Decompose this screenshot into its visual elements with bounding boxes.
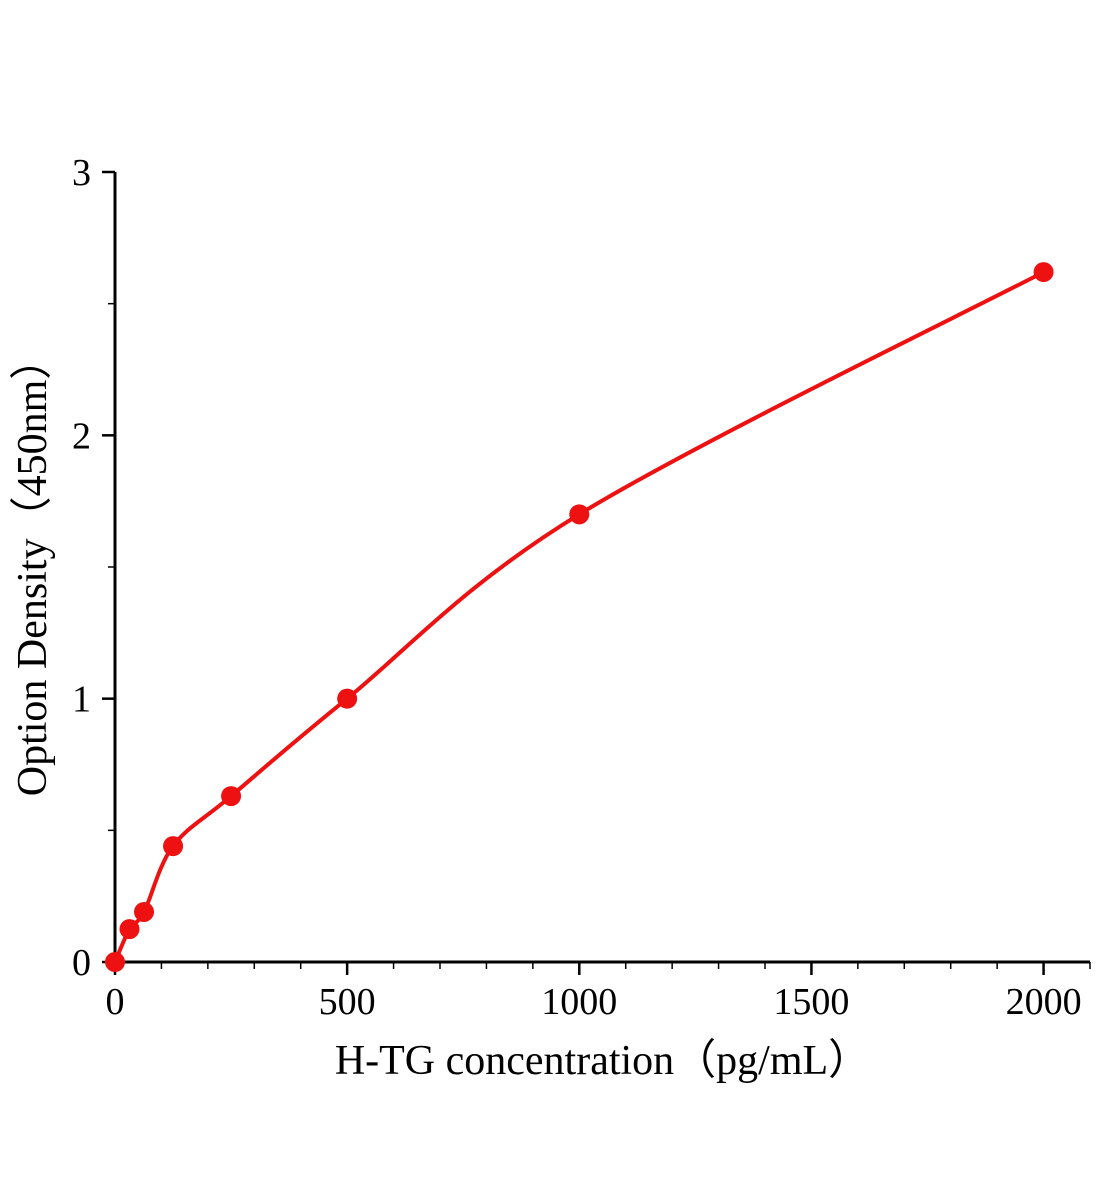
data-point (163, 836, 184, 857)
data-point (134, 901, 155, 922)
data-point (119, 919, 140, 940)
data-point (1033, 262, 1054, 283)
data-point (337, 688, 358, 709)
data-point (221, 786, 242, 807)
x-tick-label: 1000 (541, 981, 617, 1023)
y-axis-label: Option Density（450nm） (10, 338, 56, 797)
data-point (105, 952, 125, 972)
x-tick-label: 2000 (1006, 981, 1082, 1023)
y-tick-label: 1 (72, 679, 91, 721)
y-tick-label: 2 (72, 415, 91, 457)
fit-curve (113, 270, 1046, 964)
y-tick-label: 3 (72, 152, 91, 194)
y-tick-label: 0 (72, 942, 91, 984)
x-tick-label: 1500 (773, 981, 849, 1023)
data-point (569, 504, 590, 525)
x-tick-label: 0 (106, 981, 125, 1023)
x-tick-label: 500 (319, 981, 376, 1023)
x-axis-label: H-TG concentration（pg/mL） (335, 1038, 870, 1084)
